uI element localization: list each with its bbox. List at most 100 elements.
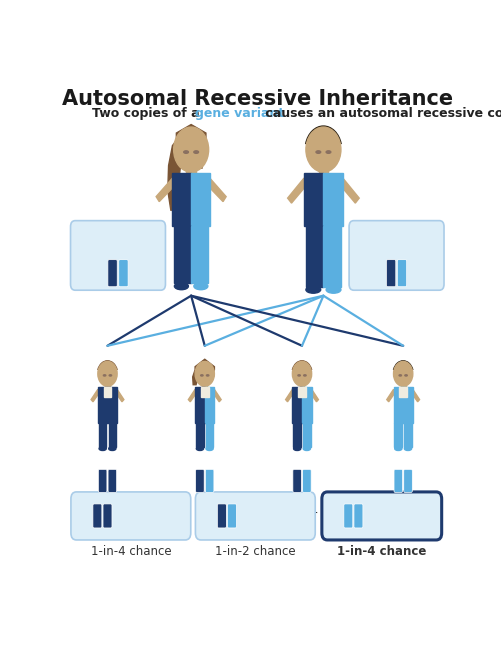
Text: Unaffected Carrier: Unaffected Carrier	[207, 510, 316, 523]
Text: Two copies of a  gene variant  causes an autosomal recessive condition: Two copies of a gene variant causes an a…	[5, 107, 501, 120]
Ellipse shape	[297, 375, 300, 376]
FancyBboxPatch shape	[393, 469, 402, 493]
FancyBboxPatch shape	[397, 260, 406, 287]
Polygon shape	[393, 387, 402, 424]
FancyBboxPatch shape	[302, 469, 311, 493]
Text: Affected: Affected	[360, 510, 416, 523]
Text: 1-in-4 chance: 1-in-4 chance	[336, 545, 426, 558]
Polygon shape	[109, 424, 116, 447]
Polygon shape	[188, 389, 196, 402]
Wedge shape	[292, 361, 311, 374]
Wedge shape	[393, 361, 412, 374]
Polygon shape	[304, 173, 323, 226]
Polygon shape	[192, 359, 214, 385]
Polygon shape	[205, 424, 213, 447]
Polygon shape	[298, 387, 305, 397]
Polygon shape	[167, 125, 205, 211]
FancyBboxPatch shape	[321, 492, 441, 540]
Ellipse shape	[303, 375, 306, 376]
Polygon shape	[174, 226, 191, 283]
Text: gene variant: gene variant	[195, 107, 284, 120]
Polygon shape	[172, 173, 191, 226]
FancyBboxPatch shape	[93, 504, 102, 528]
Ellipse shape	[326, 151, 330, 153]
Polygon shape	[105, 384, 110, 387]
FancyBboxPatch shape	[70, 220, 165, 290]
Polygon shape	[186, 164, 195, 173]
Polygon shape	[309, 389, 318, 402]
FancyBboxPatch shape	[348, 220, 443, 290]
Ellipse shape	[293, 447, 300, 450]
FancyBboxPatch shape	[353, 504, 362, 528]
Polygon shape	[156, 178, 175, 202]
Ellipse shape	[193, 151, 198, 153]
Polygon shape	[206, 178, 226, 202]
Ellipse shape	[326, 286, 340, 293]
Text: Two copies of a: Two copies of a	[92, 107, 203, 120]
Text: causes an autosomal recessive condition: causes an autosomal recessive condition	[260, 107, 501, 120]
Polygon shape	[398, 387, 406, 397]
Wedge shape	[305, 126, 340, 150]
Wedge shape	[98, 361, 117, 374]
Polygon shape	[212, 389, 221, 402]
Polygon shape	[204, 387, 214, 424]
Polygon shape	[191, 173, 209, 226]
Ellipse shape	[109, 375, 111, 376]
FancyBboxPatch shape	[108, 469, 116, 493]
Circle shape	[173, 127, 208, 172]
Text: 1-in-4 chance: 1-in-4 chance	[90, 545, 171, 558]
Ellipse shape	[200, 375, 203, 376]
Polygon shape	[404, 424, 411, 447]
Polygon shape	[107, 387, 117, 424]
Ellipse shape	[404, 447, 411, 450]
FancyBboxPatch shape	[98, 469, 107, 493]
Polygon shape	[400, 384, 405, 387]
Circle shape	[195, 361, 214, 386]
FancyBboxPatch shape	[386, 260, 395, 287]
Ellipse shape	[404, 375, 406, 376]
Polygon shape	[386, 389, 394, 402]
Circle shape	[98, 361, 117, 386]
Polygon shape	[103, 387, 111, 397]
Ellipse shape	[174, 283, 188, 290]
Polygon shape	[99, 424, 106, 447]
Polygon shape	[195, 387, 204, 424]
FancyBboxPatch shape	[403, 469, 411, 493]
Polygon shape	[196, 424, 203, 447]
Ellipse shape	[303, 447, 310, 450]
Polygon shape	[191, 226, 208, 283]
FancyBboxPatch shape	[195, 492, 315, 540]
Circle shape	[305, 127, 340, 172]
FancyBboxPatch shape	[103, 504, 112, 528]
Ellipse shape	[206, 375, 208, 376]
Ellipse shape	[183, 151, 188, 153]
Ellipse shape	[205, 447, 213, 450]
Polygon shape	[299, 384, 304, 387]
Polygon shape	[339, 178, 359, 203]
Ellipse shape	[305, 286, 320, 293]
FancyBboxPatch shape	[217, 504, 226, 528]
Ellipse shape	[103, 375, 106, 376]
Polygon shape	[202, 384, 207, 387]
FancyBboxPatch shape	[292, 469, 301, 493]
Polygon shape	[115, 389, 124, 402]
FancyBboxPatch shape	[119, 260, 128, 287]
Ellipse shape	[193, 283, 207, 290]
Text: Autosomal Recessive Inheritance: Autosomal Recessive Inheritance	[62, 89, 452, 109]
Polygon shape	[394, 424, 401, 447]
Text: Unaffected
Carrier Parent: Unaffected Carrier Parent	[354, 231, 437, 254]
FancyBboxPatch shape	[108, 260, 117, 287]
Polygon shape	[302, 387, 311, 424]
Polygon shape	[293, 424, 300, 447]
Polygon shape	[318, 164, 328, 173]
Polygon shape	[323, 173, 342, 226]
Polygon shape	[91, 389, 99, 402]
Polygon shape	[98, 387, 107, 424]
Ellipse shape	[398, 375, 401, 376]
Ellipse shape	[316, 151, 320, 153]
FancyBboxPatch shape	[343, 504, 352, 528]
FancyBboxPatch shape	[71, 492, 190, 540]
Polygon shape	[410, 389, 419, 402]
Ellipse shape	[196, 447, 203, 450]
Ellipse shape	[99, 447, 106, 450]
